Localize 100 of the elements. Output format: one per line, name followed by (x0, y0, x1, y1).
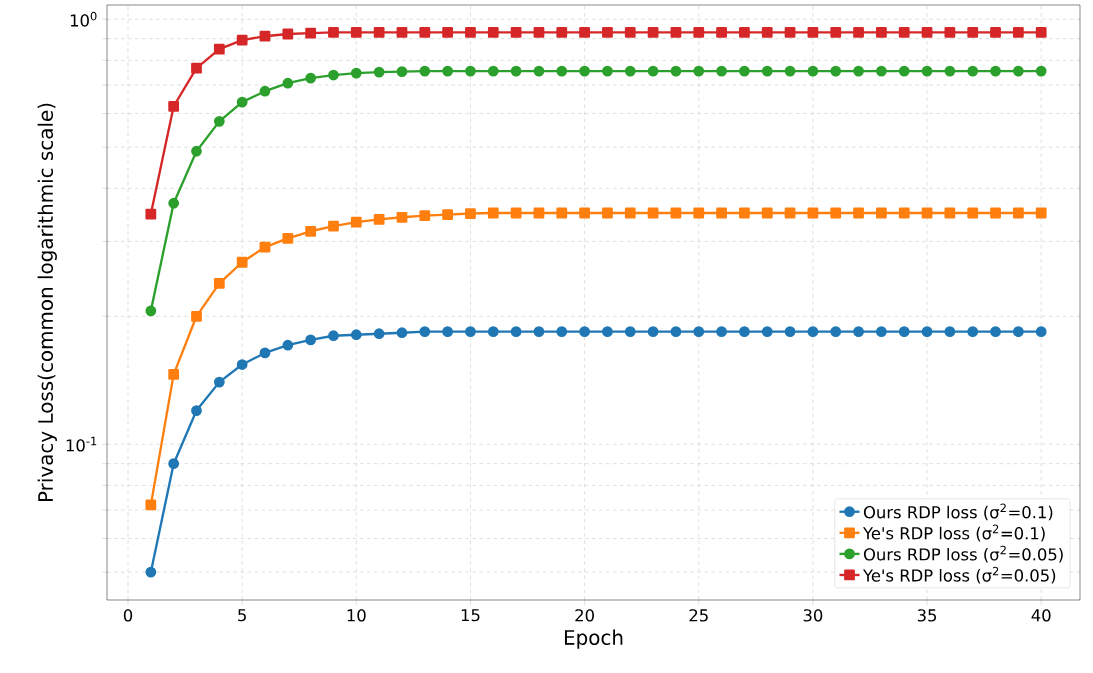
point (282, 28, 294, 40)
point (784, 27, 796, 38)
y-tick-label: 10$^{0}$ (70, 11, 97, 27)
point (145, 208, 157, 220)
point (259, 241, 271, 253)
point (647, 326, 659, 338)
point (373, 214, 385, 225)
point (465, 208, 476, 219)
point (990, 207, 1001, 219)
point (921, 207, 933, 219)
point (191, 310, 202, 322)
point (807, 27, 819, 38)
point (944, 27, 956, 38)
point (533, 326, 545, 338)
point (624, 207, 636, 219)
point (716, 65, 727, 77)
point (373, 328, 385, 340)
point (784, 65, 796, 77)
point (647, 65, 659, 77)
point (282, 77, 294, 89)
point (373, 66, 385, 78)
point (487, 207, 499, 219)
point (967, 326, 979, 338)
point (213, 278, 225, 289)
point (784, 207, 796, 219)
point (693, 207, 705, 219)
point (967, 207, 979, 219)
point (556, 65, 568, 77)
point (693, 27, 705, 38)
point (305, 27, 317, 39)
point (853, 27, 864, 38)
point (373, 27, 385, 38)
point (579, 207, 590, 219)
point (807, 207, 819, 219)
point (465, 65, 476, 77)
x-tick-label: 30 (803, 609, 823, 622)
point (282, 339, 294, 351)
point (1012, 207, 1024, 219)
legend-label: Ye's RDP loss (σ$^{2}$=0.05) (862, 566, 1056, 584)
point (145, 499, 157, 511)
point (533, 65, 545, 77)
point (784, 326, 796, 338)
point (282, 233, 294, 244)
x-tick-label: 15 (461, 609, 480, 622)
point (761, 65, 773, 77)
point (442, 27, 454, 38)
point (1035, 65, 1047, 77)
point (145, 566, 157, 578)
point (853, 65, 864, 77)
point (1035, 27, 1047, 38)
point (579, 326, 590, 338)
point (487, 326, 499, 338)
point (830, 65, 842, 77)
point (693, 65, 705, 77)
point (921, 326, 933, 338)
point (168, 458, 180, 470)
point (236, 359, 248, 370)
point (556, 207, 568, 219)
point (670, 65, 682, 77)
point (533, 207, 545, 219)
point (328, 69, 339, 81)
point (510, 207, 522, 219)
point (465, 27, 476, 38)
point (693, 326, 705, 338)
legend-label: Ours RDP loss (σ$^{2}$=0.05) (863, 545, 1063, 563)
y-tick-label: 10$^{-1}$ (66, 436, 97, 452)
point (419, 326, 431, 338)
point (168, 100, 180, 112)
point (602, 207, 613, 219)
point (350, 329, 362, 341)
point (350, 67, 362, 79)
point (739, 326, 750, 338)
point (647, 27, 659, 38)
point (213, 43, 225, 55)
point (145, 305, 157, 317)
point (967, 65, 979, 77)
x-tick-label: 35 (917, 609, 937, 622)
point (967, 27, 979, 38)
point (739, 27, 750, 38)
point (396, 327, 408, 339)
point (465, 326, 476, 338)
point (259, 347, 271, 359)
point (168, 368, 180, 380)
point (761, 27, 773, 38)
point (328, 330, 339, 342)
point (305, 225, 317, 237)
point (761, 326, 773, 338)
point (442, 65, 454, 77)
point (1035, 326, 1047, 338)
point (716, 27, 727, 38)
point (716, 207, 727, 219)
point (1012, 27, 1024, 38)
point (876, 326, 887, 338)
point (624, 65, 636, 77)
point (350, 216, 362, 228)
point (602, 65, 613, 77)
point (328, 27, 339, 38)
point (944, 207, 956, 219)
point (533, 27, 545, 38)
y-axis-title: Privacy Loss(common logarithmic scale) (37, 103, 57, 502)
